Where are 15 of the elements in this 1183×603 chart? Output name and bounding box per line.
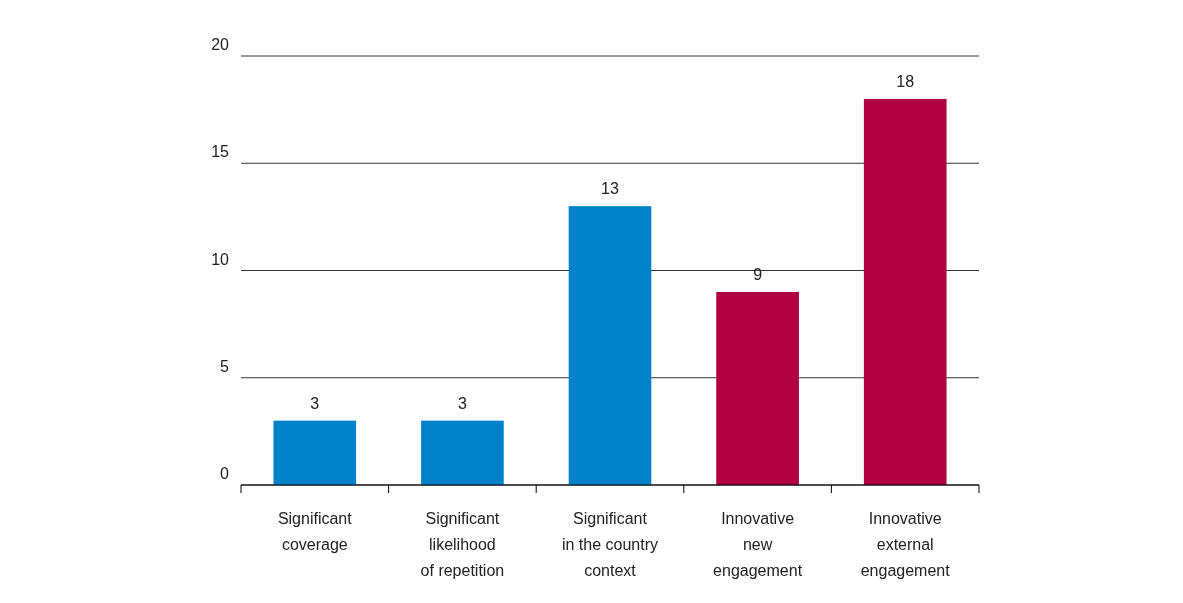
y-tick-label: 15 — [211, 143, 230, 161]
x-tick-label: Significant likelihood of repetition — [420, 510, 505, 579]
data-label: 3 — [457, 394, 467, 412]
data-label: 18 — [896, 72, 915, 90]
x-tick-label: Significant in the country context — [561, 510, 659, 579]
y-tick-label: 10 — [211, 250, 230, 268]
data-label: 3 — [310, 394, 320, 412]
x-tick-label: Innovative new engagement — [713, 510, 803, 579]
x-tick-label: Significant coverage — [277, 510, 353, 553]
y-tick-label: 20 — [211, 36, 230, 53]
y-tick-label: 0 — [220, 465, 230, 482]
data-label: 9 — [753, 265, 763, 283]
x-tick-label: Innovative external engagement — [860, 510, 951, 579]
data-label: 13 — [601, 180, 619, 198]
y-tick-label: 5 — [220, 357, 230, 375]
